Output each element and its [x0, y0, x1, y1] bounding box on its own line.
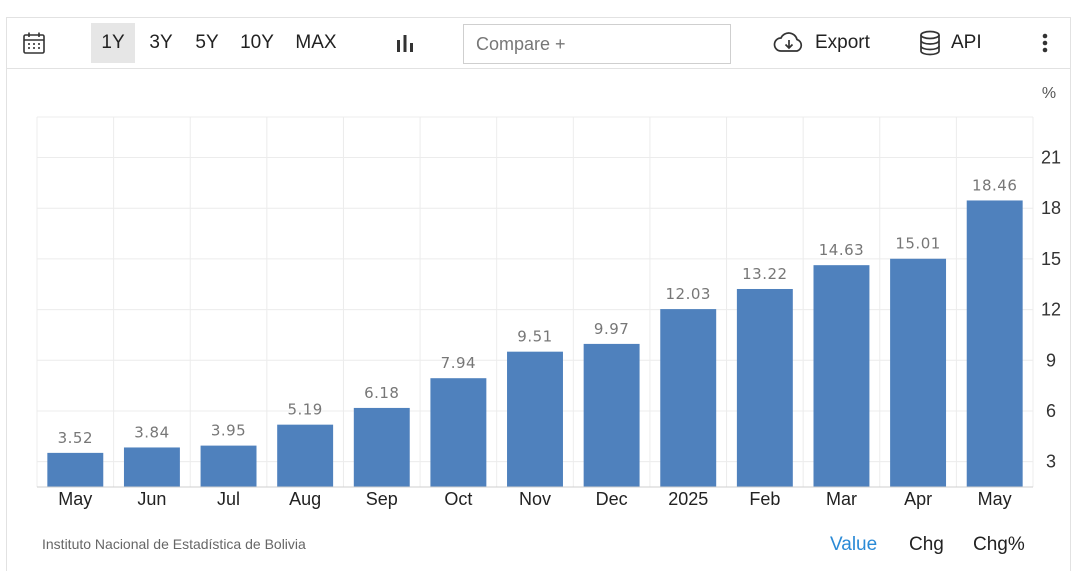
bar — [47, 452, 104, 487]
chart-toolbar: 1Y 3Y 5Y 10Y MAX Compare + Export — [6, 17, 1071, 69]
x-tick-label: May — [978, 489, 1012, 509]
data-label: 12.03 — [666, 285, 711, 303]
bar — [813, 265, 870, 487]
bar — [966, 200, 1023, 487]
data-label: 15.01 — [895, 235, 940, 253]
x-tick-label: Mar — [826, 489, 857, 509]
range-5y-button[interactable]: 5Y — [195, 32, 219, 53]
bar — [353, 407, 410, 487]
data-label: 18.46 — [972, 176, 1017, 194]
x-tick-label: May — [58, 489, 92, 509]
data-label: 13.22 — [742, 265, 787, 283]
bar — [736, 288, 793, 487]
y-tick-label: 3 — [1046, 452, 1056, 472]
data-label: 3.95 — [211, 422, 246, 440]
bar — [507, 351, 563, 487]
bar-chart-icon[interactable] — [390, 18, 420, 68]
x-tick-label: Oct — [444, 489, 472, 509]
range-1y-button[interactable]: 1Y — [91, 23, 135, 63]
export-button[interactable]: Export — [773, 18, 873, 68]
data-label: 3.52 — [58, 429, 93, 447]
data-label: 3.84 — [134, 423, 169, 441]
compare-placeholder: Compare + — [476, 33, 566, 54]
x-tick-label: Dec — [596, 489, 628, 509]
calendar-icon[interactable] — [19, 18, 49, 68]
bar — [277, 424, 334, 487]
database-icon — [919, 30, 941, 56]
y-tick-label: 6 — [1046, 401, 1056, 421]
export-label: Export — [815, 32, 870, 53]
y-unit-label: % — [1042, 85, 1056, 102]
x-tick-label: Feb — [749, 489, 780, 509]
mode-chgpct-button[interactable]: Chg% — [973, 534, 1025, 555]
y-tick-label: 12 — [1041, 300, 1061, 320]
y-tick-label: 18 — [1041, 198, 1061, 218]
chart-area: % 3 6 9 12 15 18 21 3.52 May 3.84 Jun 3.95 Jul 5.19 Aug… — [6, 69, 1071, 571]
bar — [200, 445, 257, 487]
api-label: API — [951, 32, 982, 53]
y-tick-label: 15 — [1041, 249, 1061, 269]
x-tick-label: Aug — [289, 489, 321, 509]
range-10y-button[interactable]: 10Y — [240, 32, 274, 53]
range-max-button[interactable]: MAX — [295, 32, 337, 53]
y-tick-label: 9 — [1046, 350, 1056, 370]
data-label: 9.51 — [517, 328, 552, 346]
more-vertical-icon[interactable] — [1033, 18, 1057, 68]
x-tick-label: Nov — [519, 489, 551, 509]
bar-chart: % 3 6 9 12 15 18 21 3.52 May 3.84 Jun 3.95 Jul 5.19 Aug… — [36, 85, 1061, 509]
bar — [430, 378, 487, 487]
mode-chg-button[interactable]: Chg — [909, 534, 944, 555]
data-label: 14.63 — [819, 241, 864, 259]
x-tick-label: Sep — [366, 489, 398, 509]
x-tick-label: Jul — [217, 489, 240, 509]
x-tick-label: Apr — [904, 489, 932, 509]
source-label: Instituto Nacional de Estadística de Bol… — [42, 536, 306, 552]
cloud-download-icon — [773, 31, 805, 55]
api-button[interactable]: API — [919, 18, 999, 68]
mode-value-button[interactable]: Value — [830, 534, 878, 555]
data-label: 5.19 — [287, 401, 322, 419]
data-label: 7.94 — [441, 354, 476, 372]
x-tick-label: Jun — [137, 489, 166, 509]
bar — [890, 258, 947, 487]
range-3y-button[interactable]: 3Y — [149, 32, 173, 53]
compare-input[interactable]: Compare + — [463, 24, 731, 64]
data-label: 9.97 — [594, 320, 629, 338]
bar — [583, 343, 640, 487]
data-label: 6.18 — [364, 384, 399, 402]
y-tick-label: 21 — [1041, 148, 1061, 168]
bar — [123, 447, 180, 487]
bar — [660, 309, 717, 487]
x-tick-label: 2025 — [668, 489, 708, 509]
